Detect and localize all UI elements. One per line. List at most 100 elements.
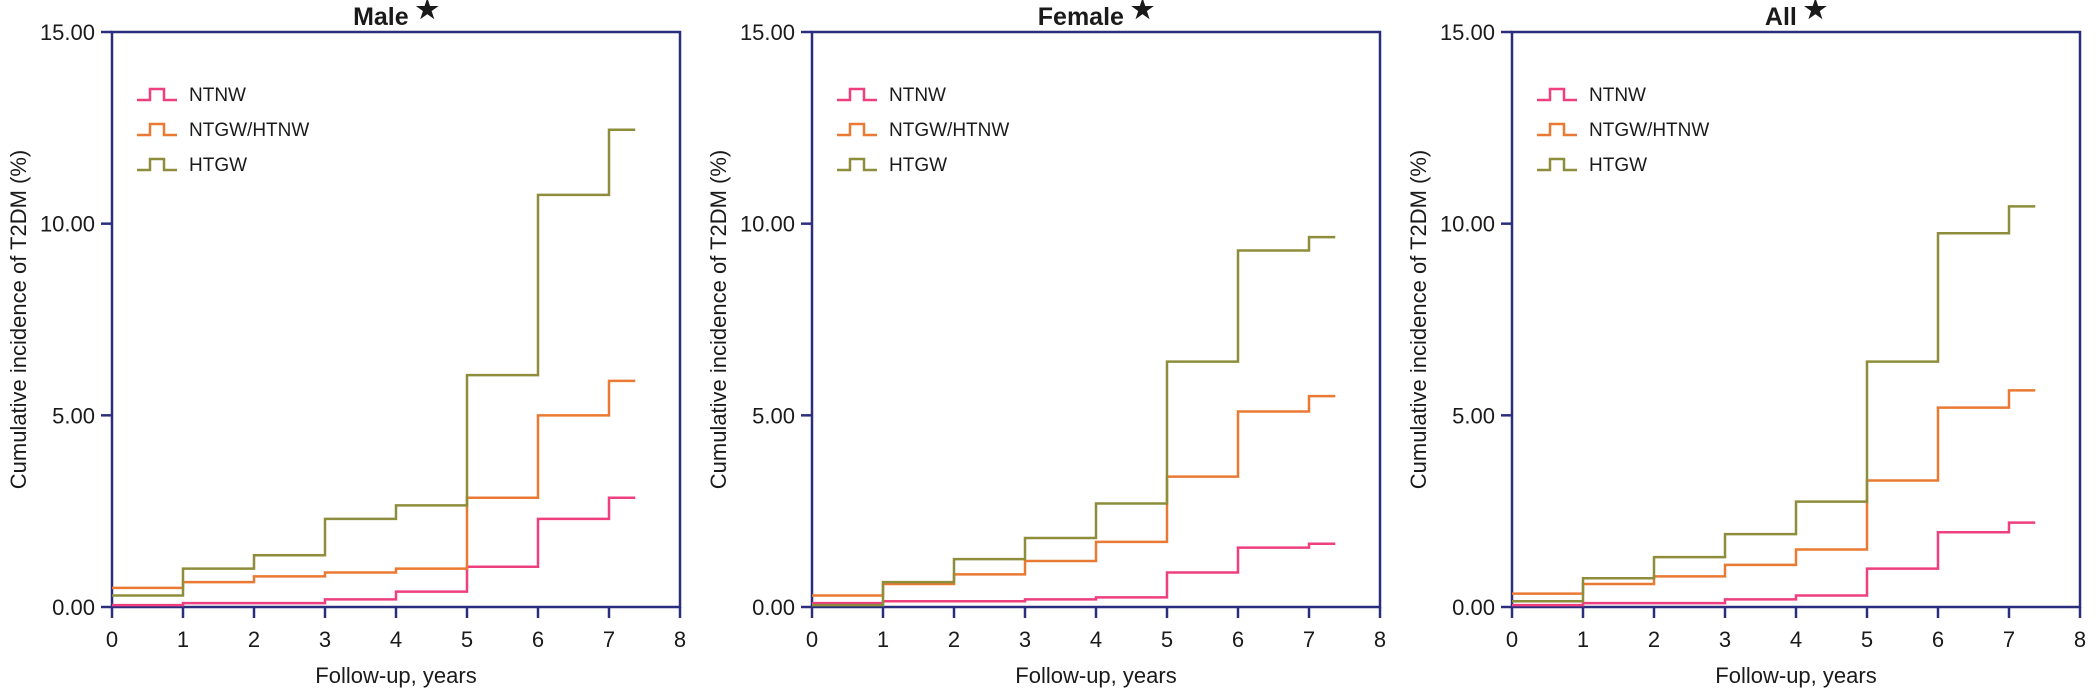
legend-item-ntnw: NTNW (1537, 85, 1646, 106)
chart-title: Female ★ (1038, 0, 1155, 31)
series-ntgw-htnw-line (812, 394, 1336, 597)
x-tick-label: 4 (390, 627, 402, 652)
x-axis-label: Follow-up, years (1715, 663, 1876, 688)
series-htgw-line (112, 128, 636, 597)
chart-title-text: Female (1038, 3, 1131, 31)
chart-svg-all: 0 1 2 3 4 5 6 7 8 0.00 5.00 10.00 15.00 Follow-up, ye… (1406, 0, 2086, 688)
y-tick-label: 15.00 (1440, 20, 1495, 45)
legend-symbol-ntnw (837, 87, 877, 102)
x-tick-label: 5 (461, 627, 473, 652)
x-tick-label: 1 (177, 627, 189, 652)
legend-label-htgw: HTGW (189, 155, 247, 176)
significance-star-icon: ★ (1131, 0, 1155, 24)
x-tick-label: 3 (319, 627, 331, 652)
legend-symbol-ntnw (1537, 87, 1577, 102)
chart-svg-female: 0 1 2 3 4 5 6 7 8 0.00 5.00 10.00 15.00 Follow-up, ye… (706, 0, 1386, 688)
x-tick-label: 1 (1577, 627, 1589, 652)
chart-title: All ★ (1765, 0, 1828, 31)
legend: NTNW NTGW/HTNW HTGW (137, 85, 309, 176)
legend-label-ntgw-htnw: NTGW/HTNW (189, 120, 309, 141)
x-tick-label: 2 (948, 627, 960, 652)
chart-title: Male ★ (353, 0, 440, 31)
y-axis-label: Cumulative incidence of T2DM (%) (706, 150, 731, 490)
x-tick-label: 0 (806, 627, 818, 652)
series-ntnw-line (112, 496, 636, 607)
x-tick-label: 5 (1161, 627, 1173, 652)
x-tick-label: 7 (2003, 627, 2015, 652)
legend-symbol-ntgw-htnw (837, 122, 877, 137)
series-ntnw-line (1512, 521, 2036, 607)
chart-panel-male: 0 1 2 3 4 5 6 7 8 0.00 5.00 10.00 15.00 Follow-up, ye… (0, 0, 700, 694)
x-tick-label: 3 (1019, 627, 1031, 652)
x-tick-label: 8 (1374, 627, 1386, 652)
x-tick-label: 8 (2074, 627, 2086, 652)
y-tick-label: 10.00 (1440, 212, 1495, 237)
legend-item-ntnw: NTNW (837, 85, 946, 106)
y-tick-label: 15.00 (40, 20, 95, 45)
legend-label-htgw: HTGW (889, 155, 947, 176)
y-tick-label: 5.00 (752, 403, 795, 428)
y-tick-label: 10.00 (40, 212, 95, 237)
x-tick-label: 8 (674, 627, 686, 652)
legend-label-htgw: HTGW (1589, 155, 1647, 176)
y-axis-label: Cumulative incidence of T2DM (%) (6, 150, 31, 490)
x-tick-label: 3 (1719, 627, 1731, 652)
chart-panel-female: 0 1 2 3 4 5 6 7 8 0.00 5.00 10.00 15.00 Follow-up, ye… (700, 0, 1400, 694)
x-tick-label: 7 (603, 627, 615, 652)
chart-title-text: Male (353, 3, 416, 31)
legend-item-ntgw-htnw: NTGW/HTNW (1537, 120, 1709, 141)
series-ntnw-line (812, 542, 1336, 605)
x-tick-label: 0 (1506, 627, 1518, 652)
legend-item-htgw: HTGW (1537, 155, 1647, 176)
legend: NTNW NTGW/HTNW HTGW (1537, 85, 1709, 176)
series-htgw-line (1512, 205, 2036, 603)
legend-symbol-htgw (837, 157, 877, 172)
chart-svg-male: 0 1 2 3 4 5 6 7 8 0.00 5.00 10.00 15.00 Follow-up, ye… (6, 0, 686, 688)
legend: NTNW NTGW/HTNW HTGW (837, 85, 1009, 176)
legend-label-ntnw: NTNW (189, 85, 246, 106)
x-tick-label: 2 (1648, 627, 1660, 652)
y-axis-label: Cumulative incidence of T2DM (%) (1406, 150, 1431, 490)
x-tick-label: 2 (248, 627, 260, 652)
x-tick-label: 6 (532, 627, 544, 652)
legend-item-htgw: HTGW (137, 155, 247, 176)
significance-star-icon: ★ (416, 0, 440, 24)
legend-symbol-ntgw-htnw (137, 122, 177, 137)
x-axis-label: Follow-up, years (315, 663, 476, 688)
legend-item-htgw: HTGW (837, 155, 947, 176)
significance-star-icon: ★ (1804, 0, 1828, 24)
chart-title-text: All (1765, 3, 1804, 31)
legend-label-ntnw: NTNW (889, 85, 946, 106)
y-tick-label: 15.00 (740, 20, 795, 45)
series-ntgw-htnw-line (112, 379, 636, 590)
legend-item-ntnw: NTNW (137, 85, 246, 106)
x-tick-label: 4 (1790, 627, 1802, 652)
series-ntgw-htnw-line (1512, 389, 2036, 595)
legend-label-ntnw: NTNW (1589, 85, 1646, 106)
y-tick-label: 0.00 (1452, 595, 1495, 620)
x-tick-label: 4 (1090, 627, 1102, 652)
x-tick-label: 5 (1861, 627, 1873, 652)
x-tick-label: 6 (1932, 627, 1944, 652)
legend-item-ntgw-htnw: NTGW/HTNW (137, 120, 309, 141)
legend-item-ntgw-htnw: NTGW/HTNW (837, 120, 1009, 141)
legend-symbol-ntgw-htnw (1537, 122, 1577, 137)
x-tick-label: 7 (1303, 627, 1315, 652)
plot-border (110, 30, 682, 609)
x-tick-label: 6 (1232, 627, 1244, 652)
legend-symbol-ntnw (137, 87, 177, 102)
y-tick-label: 0.00 (752, 595, 795, 620)
y-tick-label: 0.00 (52, 595, 95, 620)
chart-panel-all: 0 1 2 3 4 5 6 7 8 0.00 5.00 10.00 15.00 Follow-up, ye… (1400, 0, 2100, 694)
legend-label-ntgw-htnw: NTGW/HTNW (889, 120, 1009, 141)
x-tick-label: 0 (106, 627, 118, 652)
legend-symbol-htgw (1537, 157, 1577, 172)
y-tick-label: 5.00 (1452, 403, 1495, 428)
legend-symbol-htgw (137, 157, 177, 172)
y-tick-label: 10.00 (740, 212, 795, 237)
x-tick-label: 1 (877, 627, 889, 652)
x-axis-label: Follow-up, years (1015, 663, 1176, 688)
legend-label-ntgw-htnw: NTGW/HTNW (1589, 120, 1709, 141)
y-tick-label: 5.00 (52, 403, 95, 428)
